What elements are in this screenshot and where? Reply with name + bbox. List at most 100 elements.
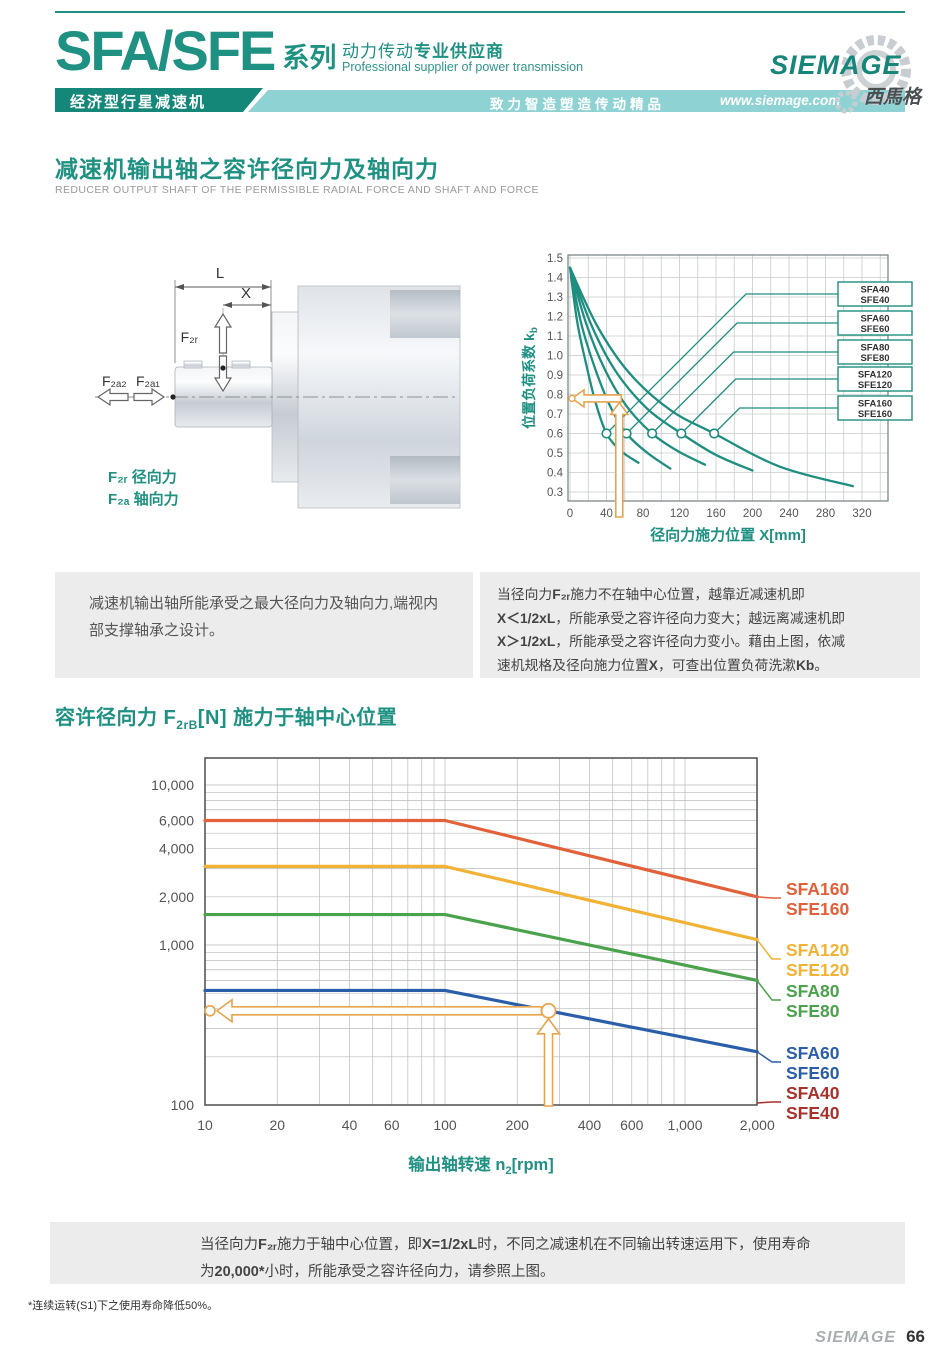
- svg-text:1.4: 1.4: [547, 273, 564, 285]
- note-right: 当径向力F₂ᵣ施力不在轴中心位置，越靠近减速机即 X＜1/2xL，所能承受之容许径…: [480, 572, 920, 678]
- svg-text:10,000: 10,000: [151, 777, 194, 793]
- website-link[interactable]: www.siemage.com: [720, 93, 841, 108]
- svg-text:1.3: 1.3: [547, 292, 563, 304]
- svg-text:80: 80: [637, 508, 650, 520]
- svg-text:SFE160: SFE160: [786, 899, 849, 919]
- footer-brand: SIEMAGE: [815, 1329, 897, 1346]
- tagline-cn-bold: 专业供应商: [414, 42, 504, 61]
- brand-name-cn: 西馬格: [864, 87, 922, 108]
- diagram-legend-axial: F₂ₐ 轴向力: [108, 490, 179, 508]
- svg-text:0.3: 0.3: [547, 487, 563, 499]
- banner-slogan: 致力智造塑造传动精品: [490, 97, 665, 112]
- svg-text:SFE120: SFE120: [786, 960, 849, 980]
- svg-text:10: 10: [197, 1117, 213, 1133]
- series-logo: SFA/SFE 系列: [55, 19, 336, 82]
- svg-text:200: 200: [743, 508, 762, 520]
- kb-x-axis-title: 径向力施力位置 X[mm]: [650, 526, 806, 544]
- heading-pre: 容许径向力 F: [55, 707, 177, 729]
- svg-text:100: 100: [171, 1097, 195, 1113]
- heading-post: [N] 施力于轴中心位置: [197, 707, 398, 729]
- page-subtitle: REDUCER OUTPUT SHAFT OF THE PERMISSIBLE …: [55, 184, 539, 196]
- svg-text:60: 60: [384, 1117, 400, 1133]
- svg-text:2,000: 2,000: [159, 889, 194, 905]
- svg-text:SFE120: SFE120: [858, 380, 892, 391]
- svg-text:0.7: 0.7: [547, 409, 563, 421]
- kb-y-axis-title: 位置负荷系数 kb: [521, 327, 540, 429]
- position-load-factor-chart: 0 40 80 120 160 200 240 280 320 0.3 0.4 0.5 0.6 0.7 0.…: [521, 253, 913, 544]
- axial-force-arrow-left: [96, 387, 129, 407]
- svg-text:SFA60: SFA60: [786, 1043, 840, 1063]
- dim-label-L: L: [216, 265, 224, 282]
- svg-text:SFA160: SFA160: [786, 879, 849, 899]
- axial-force2-label: F₂ₐ₂: [102, 373, 127, 389]
- svg-text:SFE160: SFE160: [858, 409, 892, 420]
- tagline-cn: 动力传动专业供应商: [342, 37, 504, 62]
- svg-text:4,000: 4,000: [159, 841, 194, 857]
- svg-text:1,000: 1,000: [159, 937, 194, 953]
- svg-text:SFE60: SFE60: [860, 324, 889, 335]
- svg-text:SFA80: SFA80: [860, 343, 889, 354]
- radial-force-label: F₂ᵣ: [181, 329, 199, 345]
- shaft-force-diagram: L X F₂ᵣ F₂ₐ₂ F₂ₐ₁ F₂ᵣ 径向力 F₂ₐ 轴向力: [95, 265, 461, 509]
- svg-text:1.5: 1.5: [547, 253, 563, 265]
- svg-text:1,000: 1,000: [667, 1117, 702, 1133]
- note-bottom: 当径向力F₂ᵣ施力于轴中心位置，即X=1/2xL时，不同之减速机在不同输出转速运…: [50, 1222, 905, 1284]
- diagram-legend-radial: F₂ᵣ 径向力: [108, 468, 177, 486]
- radial-force-arrow-up: [213, 312, 233, 354]
- svg-text:200: 200: [506, 1117, 530, 1133]
- svg-text:280: 280: [816, 508, 835, 520]
- svg-text:SFE60: SFE60: [786, 1063, 840, 1083]
- svg-text:1.1: 1.1: [547, 331, 563, 343]
- svg-text:SFA80: SFA80: [786, 981, 840, 1001]
- footnote: *连续运转(S1)下之使用寿命降低50%。: [28, 1300, 219, 1312]
- svg-text:SFE80: SFE80: [860, 353, 889, 364]
- page-footer: SIEMAGE 66: [815, 1327, 925, 1347]
- svg-text:40: 40: [342, 1117, 358, 1133]
- svg-text:SFA120: SFA120: [786, 940, 849, 960]
- svg-text:SFE40: SFE40: [860, 295, 889, 306]
- svg-text:0: 0: [567, 508, 573, 520]
- svg-text:0.8: 0.8: [547, 390, 563, 402]
- svg-text:2,000: 2,000: [740, 1117, 775, 1133]
- svg-text:100: 100: [433, 1117, 457, 1133]
- series-logo-text: SFA/SFE: [55, 19, 276, 82]
- force-x-axis-title: 输出轴转速 n2[rpm]: [408, 1154, 553, 1177]
- page-number: 66: [906, 1327, 925, 1346]
- svg-text:120: 120: [670, 508, 689, 520]
- section2-heading: 容许径向力 F2rB[N] 施力于轴中心位置: [55, 701, 397, 732]
- svg-text:0.4: 0.4: [547, 468, 564, 480]
- svg-text:20: 20: [269, 1117, 285, 1133]
- svg-text:SFE80: SFE80: [786, 1001, 840, 1021]
- radial-force-arrow-down: [213, 355, 233, 393]
- dim-label-X: X: [241, 285, 251, 302]
- svg-text:SFA160: SFA160: [858, 399, 892, 410]
- svg-text:SFA120: SFA120: [858, 370, 892, 381]
- svg-text:SFA40: SFA40: [786, 1083, 840, 1103]
- svg-text:400: 400: [578, 1117, 602, 1133]
- svg-text:SFA60: SFA60: [860, 314, 889, 325]
- svg-text:SFE40: SFE40: [786, 1103, 840, 1123]
- tagline-en: Professional supplier of power transmiss…: [342, 60, 584, 74]
- header-top-rule: [55, 11, 905, 13]
- note-left: 减速机输出轴所能承受之最大径向力及轴向力,端视内 部支撑轴承之设计。: [55, 572, 473, 678]
- brand-logo: SIEMAGE 西馬格: [768, 26, 943, 118]
- svg-text:40: 40: [600, 508, 613, 520]
- banner-category: 经济型行星减速机: [55, 88, 263, 112]
- svg-text:0.5: 0.5: [547, 448, 563, 460]
- heading-sub: 2rB: [176, 718, 198, 732]
- svg-text:SFA40: SFA40: [860, 285, 889, 296]
- page-title: 减速机输出轴之容许径向力及轴向力: [55, 156, 439, 182]
- svg-text:6,000: 6,000: [159, 812, 194, 828]
- svg-text:240: 240: [779, 508, 798, 520]
- svg-text:0.9: 0.9: [547, 370, 563, 382]
- svg-text:600: 600: [620, 1117, 644, 1133]
- axial-force1-label: F₂ₐ₁: [136, 373, 160, 389]
- gear-icon: [834, 35, 911, 114]
- banner-slogan-bar: 致力智造塑造传动精品 www.siemage.com: [248, 90, 905, 112]
- svg-text:160: 160: [706, 508, 725, 520]
- svg-text:0.6: 0.6: [547, 429, 563, 441]
- brand-name: SIEMAGE: [770, 50, 902, 80]
- banner-category-label: 经济型行星减速机: [70, 94, 207, 111]
- permissible-radial-force-chart: 10 20 40 60 100 200 400 600 1,000 2,000 100 1,000 2,…: [151, 757, 849, 1177]
